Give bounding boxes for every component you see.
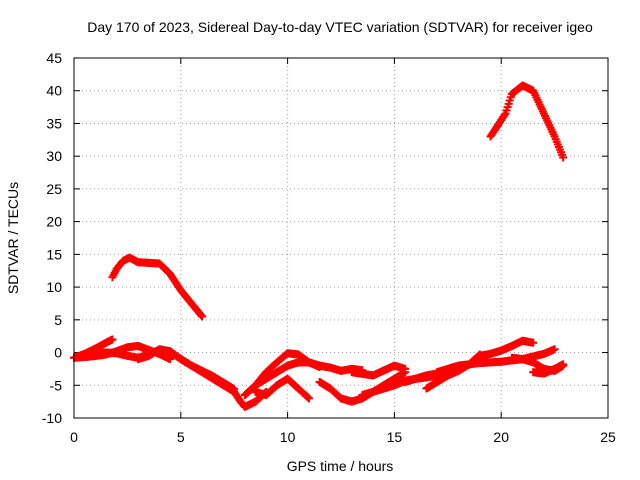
- series-arc-d: [134, 345, 271, 411]
- data-point: [108, 335, 117, 344]
- x-tick-label: 5: [177, 429, 185, 445]
- y-tick-label: 15: [46, 246, 62, 262]
- data-point: [500, 111, 509, 120]
- y-tick-label: -5: [50, 377, 63, 393]
- y-tick-label: 45: [46, 50, 62, 66]
- y-tick-label: 20: [46, 214, 62, 230]
- x-tick-label: 0: [70, 429, 78, 445]
- data-series: [70, 81, 568, 411]
- y-tick-label: 40: [46, 83, 62, 99]
- data-point: [198, 312, 207, 321]
- data-point: [197, 311, 206, 320]
- y-tick-label: 5: [54, 312, 62, 328]
- series-arc-o: [475, 336, 538, 360]
- y-tick-label: 25: [46, 181, 62, 197]
- data-point: [304, 394, 313, 403]
- x-axis-label: GPS time / hours: [287, 458, 394, 474]
- series-arc-j: [347, 361, 410, 380]
- y-tick-label: 10: [46, 279, 62, 295]
- data-point: [559, 360, 568, 369]
- grid: [74, 58, 608, 418]
- y-tick-label: 35: [46, 115, 62, 131]
- data-point: [529, 338, 538, 347]
- series-arc-h: [251, 358, 367, 390]
- y-tick-labels: -10 -5 0 5 10 15 20 25 30 35 40 45: [42, 50, 62, 426]
- x-tick-label: 15: [387, 429, 403, 445]
- chart-title: Day 170 of 2023, Sidereal Day-to-day VTE…: [87, 19, 593, 35]
- x-tick-label: 25: [600, 429, 616, 445]
- series-arc-e: [108, 253, 207, 321]
- series-arc-g: [251, 374, 313, 403]
- data-point: [550, 345, 559, 354]
- x-tick-label: 10: [280, 429, 296, 445]
- x-tick-label: 20: [493, 429, 509, 445]
- data-point: [401, 364, 410, 373]
- y-axis-label: SDTVAR / TECUs: [5, 182, 21, 294]
- y-tick-label: 0: [54, 345, 62, 361]
- x-tick-labels: 0 5 10 15 20 25: [70, 429, 616, 445]
- y-tick-label: -10: [42, 410, 62, 426]
- series-arc-r: [486, 81, 568, 162]
- plot-frame: [73, 57, 609, 419]
- y-tick-label: 30: [46, 148, 62, 164]
- series-arc-q: [529, 360, 568, 378]
- data-point: [559, 153, 568, 162]
- data-point: [166, 355, 175, 364]
